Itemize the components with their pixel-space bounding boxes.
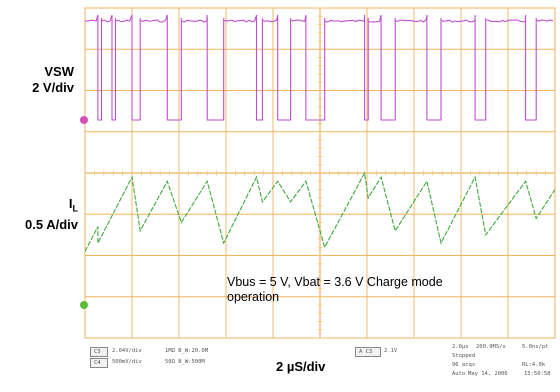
ch1-box-label: C3	[94, 349, 101, 355]
ch2-label: IL 0.5 A/div	[4, 196, 78, 233]
acquisition-count: 96 acqs	[452, 362, 476, 368]
ch1-coupling: 1MΩ B_W:20.0M	[165, 348, 209, 354]
ch1-box: C3	[90, 347, 108, 357]
ch2-name-sub: L	[72, 203, 79, 214]
ch2-name: IL	[4, 196, 78, 217]
trigger-mode: Auto	[452, 371, 466, 377]
note-line-2: operation	[227, 290, 280, 304]
ch1-ground-marker	[80, 116, 88, 124]
ch2-ground-marker	[80, 301, 88, 309]
trigger-level: 2.1V	[384, 348, 398, 354]
ch1-scale: 2 V/div	[32, 80, 74, 95]
note-line-1: Vbus = 5 V, Vbat = 3.6 V Charge mode	[227, 275, 443, 289]
ch2-scale: 0.5 A/div	[25, 216, 78, 232]
vsw-waveform	[84, 14, 554, 121]
vsw-trace	[84, 14, 554, 121]
channel-markers	[80, 116, 88, 309]
ch1-name: VSW	[44, 64, 74, 79]
operating-condition-note: Vbus = 5 V, Vbat = 3.6 V Charge mode ope…	[227, 275, 443, 305]
ch1-label: VSW 2 V/div	[20, 64, 74, 96]
ch2-box-label: C4	[94, 360, 101, 366]
horizontal-scale: 2.0µs	[452, 344, 469, 350]
acquisition-state: Stopped	[452, 353, 476, 359]
graticule	[84, 7, 556, 339]
resolution: 5.0ns/pt	[522, 344, 549, 350]
trigger-box: A C3	[355, 347, 381, 357]
il-waveform	[84, 171, 556, 252]
ch1-volts-div: 2.04V/div	[112, 348, 142, 354]
trigger-source: A C3	[359, 349, 373, 355]
timebase-label: 2 µS/div	[276, 359, 326, 374]
capture-time: 15:50:58	[524, 371, 551, 377]
record-length: RL:4.0k	[522, 362, 546, 368]
ch2-coupling: 50Ω B_W:500M	[165, 359, 205, 365]
ch2-box: C4	[90, 358, 108, 368]
sample-rate: 200.0MS/s	[476, 344, 506, 350]
ch2-volts-div: 500mV/div	[112, 359, 142, 365]
il-trace	[84, 171, 556, 252]
capture-date: May 14, 2006	[468, 371, 508, 377]
ch2-name-main: I	[68, 196, 73, 211]
